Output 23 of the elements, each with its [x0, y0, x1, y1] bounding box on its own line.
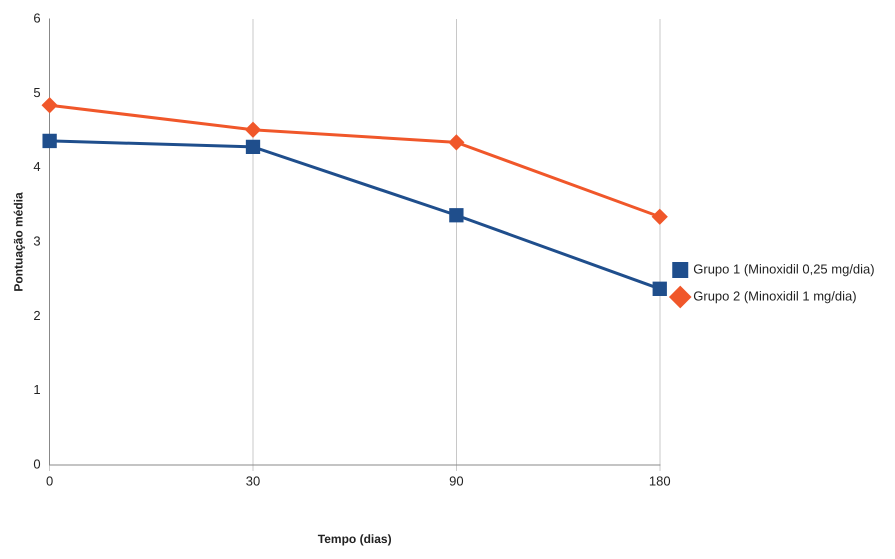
- point: [448, 134, 464, 150]
- y-tick-label: 6: [33, 10, 41, 26]
- point: [246, 122, 261, 138]
- y-tick-label: 3: [33, 234, 41, 249]
- point: [42, 98, 58, 113]
- y-tick-label: 5: [33, 84, 41, 100]
- y-axis-title: Pontuação média: [12, 192, 26, 292]
- point: [42, 134, 57, 148]
- x-tick-label: 180: [648, 473, 671, 488]
- point: [449, 208, 464, 222]
- point: [652, 282, 667, 296]
- y-tick-label: 0: [33, 456, 41, 472]
- y-tick-label: 4: [33, 159, 41, 174]
- x-axis-title: Tempo (dias): [318, 532, 392, 546]
- legend-label: Grupo 2 (Minoxidil 1 mg/dia): [693, 288, 857, 304]
- y-tick-label: 2: [33, 308, 41, 323]
- y-tick-label: 1: [33, 382, 41, 398]
- point: [652, 209, 668, 224]
- x-tick-label: 30: [246, 473, 260, 488]
- legend-label: Grupo 1 (Minoxidil 0,25 mg/dia): [693, 262, 875, 277]
- point: [246, 140, 260, 154]
- x-tick-label: 0: [46, 473, 54, 488]
- x-tick-label: 90: [449, 473, 464, 488]
